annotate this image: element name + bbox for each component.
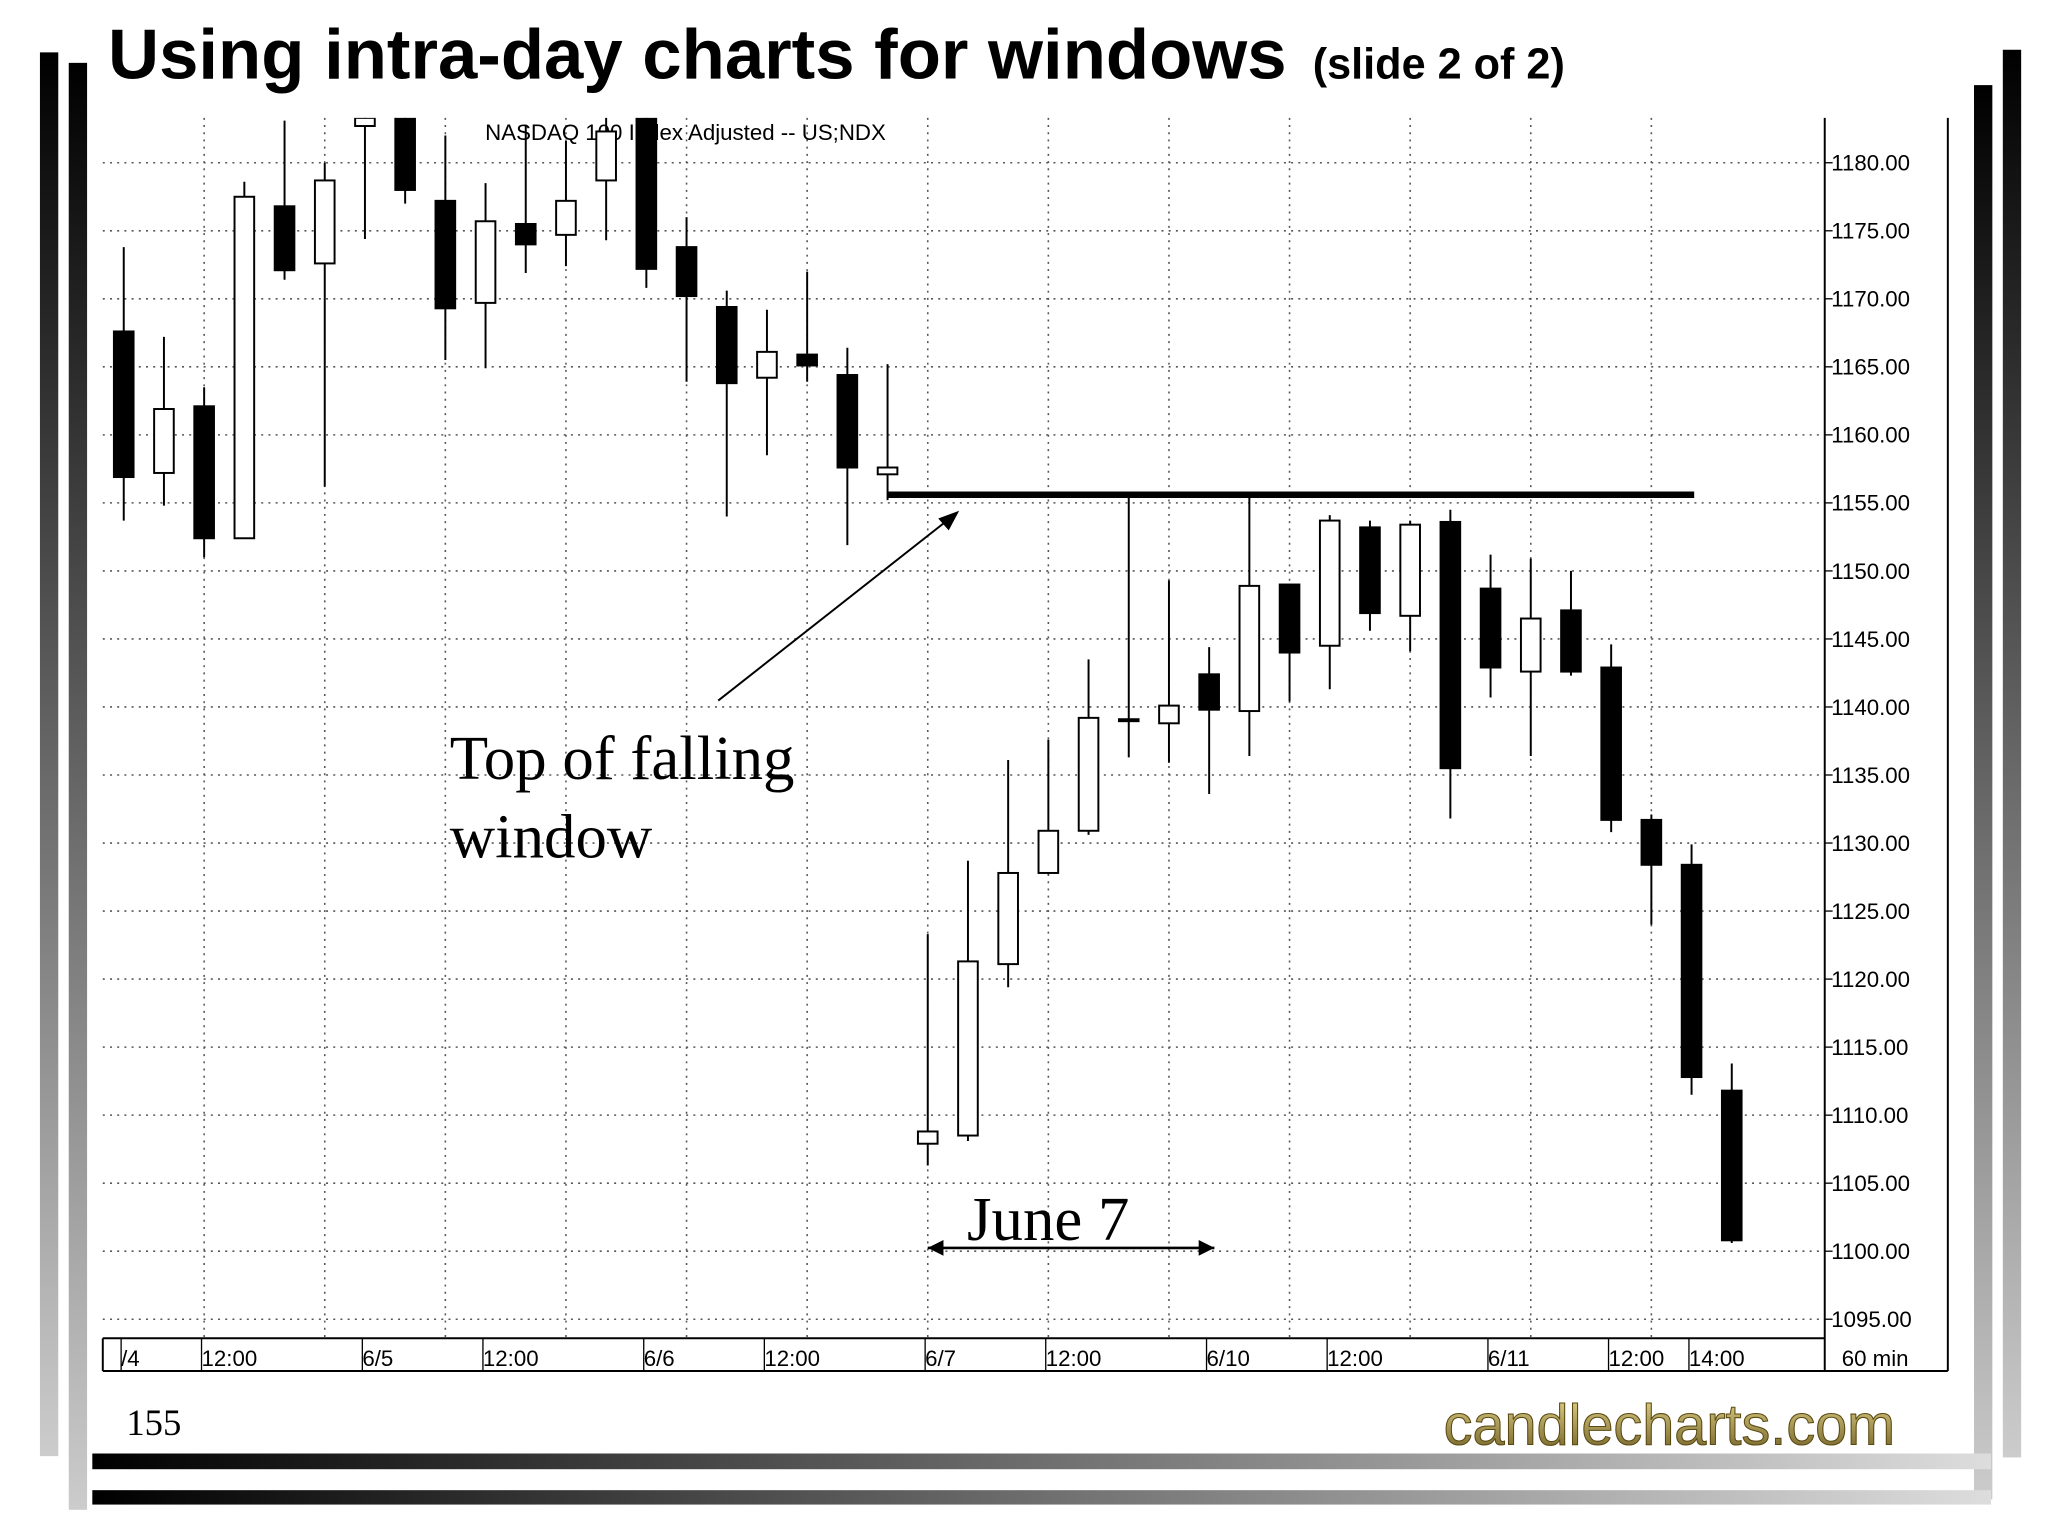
y-tick-label: 1135.00 [1831,763,1910,788]
candle-body [1600,666,1622,821]
y-tick-label: 1175.00 [1831,219,1910,244]
candle-body [1037,829,1060,874]
candle-body [434,199,457,310]
candle-body [836,374,859,469]
x-tick-label: 12:00 [1046,1346,1102,1371]
y-tick-label: 1180.00 [1831,151,1910,176]
slide-number: 155 [126,1402,181,1443]
y-tick-label: 1140.00 [1831,695,1910,720]
y-tick-label: 1100.00 [1831,1239,1910,1264]
candle-body [1238,584,1261,713]
candle-body [1117,718,1140,723]
candle-body [1439,520,1462,770]
border-bar [39,52,59,1457]
y-tick-label: 1150.00 [1831,559,1910,584]
y-tick-label: 1155.00 [1831,491,1910,516]
candle-body [555,199,577,236]
candle-body [313,179,336,265]
candle-body [354,117,376,127]
candle-body [514,222,537,246]
candle-body [1158,704,1180,725]
arrow-head [938,510,960,531]
y-tick-label: 1160.00 [1831,423,1910,448]
x-tick-label: 6/6 [644,1346,675,1371]
candle-body [1077,716,1100,832]
x-tick-label: 6/10 [1207,1346,1250,1371]
logo: candlecharts.com [1444,1393,1895,1457]
candle-body [474,220,497,304]
candle-body [112,330,135,479]
border-bar [92,1453,1992,1470]
y-tick-label: 1125.00 [1831,899,1910,924]
candle-body [1479,587,1502,669]
y-tick-label: 1165.00 [1831,355,1910,380]
y-tick-label: 1110.00 [1831,1103,1908,1128]
y-tick-label: 1115.00 [1831,1035,1908,1060]
candle-body [796,353,818,367]
candle-body [153,408,175,474]
candle-body [635,117,658,270]
candle-body [394,117,416,191]
plot [112,117,1743,1244]
candle-body [1399,523,1421,617]
y-tick-label: 1130.00 [1831,831,1910,856]
candle-body [1519,617,1542,673]
annotation: Top of falling [450,723,795,793]
x-tick-label: /4 [121,1346,140,1371]
x-tick-label: 6/5 [362,1346,393,1371]
candle-body [1720,1089,1743,1242]
candle-body [1640,818,1663,866]
x-tick-label: 12:00 [1609,1346,1665,1371]
border-bar [68,62,88,1510]
candle-body [1359,526,1381,615]
candle-body [1680,863,1703,1079]
y-tick-label: 1120.00 [1831,967,1910,992]
x-tick-label: 12:00 [483,1346,539,1371]
chart: 1095.00 1100.00 1105.00 1110.00 1115.00 1120.… [101,117,1949,1372]
candle-body [193,405,215,540]
candle-body [675,246,698,298]
x-tick-label: 12:00 [1327,1346,1383,1371]
x-tick-label: 12:00 [764,1346,820,1371]
annotation-arrow [717,516,952,702]
candle-body [756,350,778,379]
x-tick-label: 14:00 [1689,1346,1745,1371]
candle-body [233,195,256,540]
annotation: window [450,802,653,872]
slide-title: Using intra-day charts for windows (slide… [108,15,1565,94]
chart-label: NASDAQ 100 Index Adjusted -- US;NDX [485,120,886,145]
candle-body [715,305,738,385]
annotation: June 7 [967,1184,1129,1254]
candle-body [1560,609,1582,673]
y-tick-label: 1095.00 [1831,1307,1911,1332]
candle-body [595,130,617,182]
x-tick-label: 6/11 [1488,1346,1530,1371]
x-unit: 60 min [1842,1346,1909,1371]
y-tick-label: 1145.00 [1831,627,1910,652]
candle-body [997,871,1019,966]
border-bar [1974,85,1993,1500]
y-tick-label: 1105.00 [1831,1171,1910,1196]
candle-body [916,1130,939,1145]
title: Using intra-day charts for windows [108,15,1287,94]
border-bar [92,1490,1992,1505]
border-bar [2002,49,2022,1458]
x-tick-label: 6/7 [925,1346,956,1371]
candle-body [1198,673,1220,711]
candle-body [957,960,979,1137]
candle-body [273,205,296,272]
x-tick-label: 12:00 [202,1346,258,1371]
y-tick-label: 1170.00 [1831,287,1910,312]
candle-body [1318,519,1341,647]
title-suffix: (slide 2 of 2) [1313,41,1565,89]
candle-body [1278,583,1301,654]
candle-body [876,466,899,476]
